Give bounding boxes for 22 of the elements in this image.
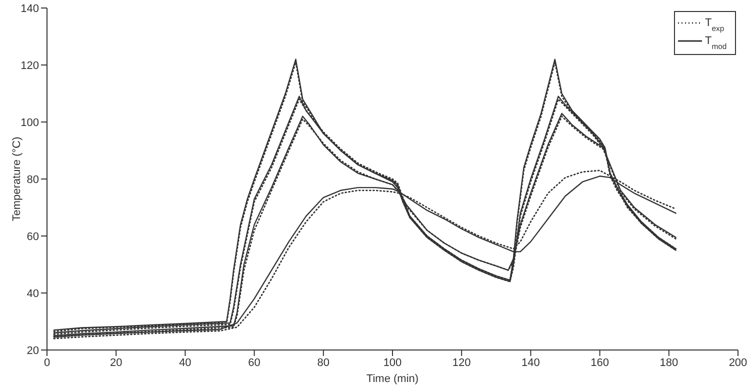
x-tick-label: 120 bbox=[452, 356, 471, 369]
x-tick-label: 140 bbox=[522, 356, 540, 369]
x-tick-label: 200 bbox=[728, 356, 748, 369]
x-axis-title: Time (min) bbox=[366, 373, 419, 385]
legend-label: T$_{mod}$ bbox=[705, 35, 727, 50]
y-tick-label: 80 bbox=[26, 174, 39, 186]
x-tick-label: 20 bbox=[110, 356, 122, 369]
x-tick-label: 100 bbox=[383, 356, 402, 369]
y-axis-title: Temperature (°C) bbox=[10, 136, 23, 222]
y-tick-label: 40 bbox=[26, 288, 39, 300]
x-tick-label: 40 bbox=[179, 356, 192, 369]
y-tick-label: 100 bbox=[20, 116, 39, 129]
x-tick-label: 160 bbox=[590, 356, 609, 369]
y-tick-label: 120 bbox=[20, 60, 39, 72]
x-tick-label: 0 bbox=[44, 356, 50, 369]
x-tick-label: 60 bbox=[248, 356, 260, 369]
y-tick-label: 140 bbox=[20, 2, 39, 15]
x-tick-label: 80 bbox=[317, 356, 330, 369]
x-tick-label: 180 bbox=[660, 356, 678, 369]
y-tick-label: 20 bbox=[26, 344, 39, 357]
legend-label: T$_{exp}$ bbox=[705, 17, 724, 32]
y-tick-label: 60 bbox=[26, 230, 39, 243]
